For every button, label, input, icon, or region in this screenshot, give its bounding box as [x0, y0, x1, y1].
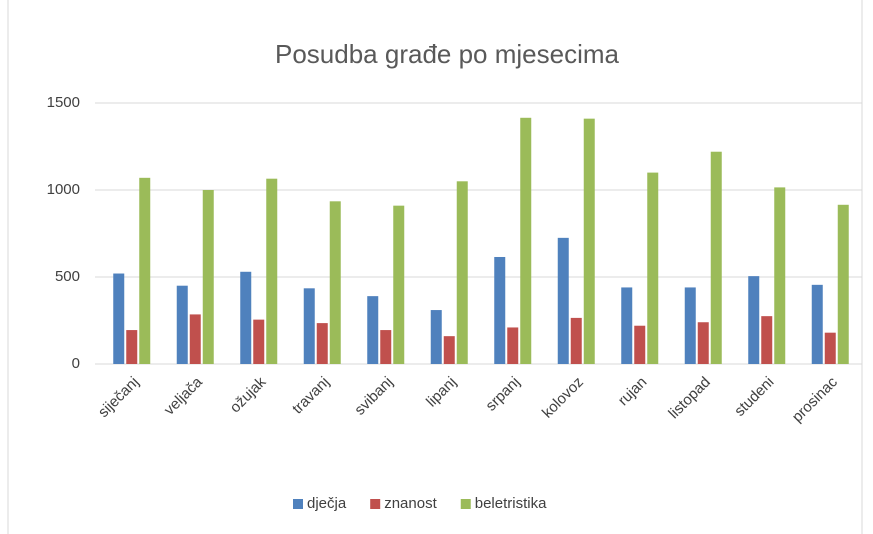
bar: [189, 314, 201, 364]
legend-swatch: [370, 499, 381, 509]
legend-label: znanost: [384, 495, 437, 512]
bar: [494, 256, 506, 364]
bar: [811, 284, 823, 364]
legend-swatch: [460, 499, 471, 509]
legend-swatch: [293, 499, 303, 509]
bar: [520, 117, 532, 364]
x-tick-label: prosinac: [789, 373, 841, 425]
bar: [253, 319, 265, 364]
bar: [697, 322, 709, 364]
bar: [761, 316, 773, 364]
bar: [837, 204, 849, 364]
bar: [507, 327, 519, 364]
bar: [684, 287, 696, 364]
bar: [303, 288, 315, 364]
x-tick-label: ožujak: [227, 373, 270, 416]
x-tick-label: studeni: [731, 374, 777, 420]
bar: [266, 178, 278, 364]
x-tick-label: siječanj: [95, 374, 142, 421]
x-tick-label: rujan: [615, 374, 651, 410]
bar: [113, 273, 125, 364]
bar: [634, 325, 646, 364]
bar: [774, 187, 786, 364]
bar: [456, 181, 468, 364]
bar: [380, 330, 392, 364]
bar: [240, 271, 252, 364]
legend-label: dječja: [307, 495, 347, 512]
bar: [202, 190, 214, 364]
bar: [748, 276, 760, 364]
bar: [621, 287, 633, 364]
bar: [176, 285, 188, 364]
bar: [824, 332, 836, 364]
x-tick-label: lipanj: [423, 374, 460, 411]
x-tick-label: kolovoz: [539, 374, 587, 422]
bar: [316, 323, 328, 364]
x-tick-label: veljača: [161, 373, 207, 419]
x-tick-label: listopad: [665, 374, 714, 423]
legend-label: beletristika: [475, 495, 547, 512]
chart-title: Posudba građe po mjesecima: [275, 39, 620, 69]
chart-frame: [7, 0, 863, 534]
bar: [139, 177, 151, 364]
bar: [583, 118, 595, 364]
y-tick-label: 500: [55, 268, 80, 285]
x-tick-label: travanj: [289, 374, 333, 418]
bar: [557, 237, 569, 364]
bar: [570, 317, 582, 364]
bar: [430, 310, 442, 364]
y-tick-label: 0: [72, 355, 80, 372]
bar: [647, 172, 659, 364]
bar: [443, 336, 455, 364]
y-tick-label: 1000: [47, 181, 80, 198]
bar: [367, 296, 379, 364]
bar: [126, 330, 138, 364]
bar: [393, 205, 405, 364]
y-tick-label: 1500: [47, 94, 80, 111]
x-tick-label: svibanj: [351, 374, 396, 419]
bar: [710, 151, 722, 364]
bar: [329, 201, 341, 364]
x-tick-label: srpanj: [482, 374, 523, 415]
